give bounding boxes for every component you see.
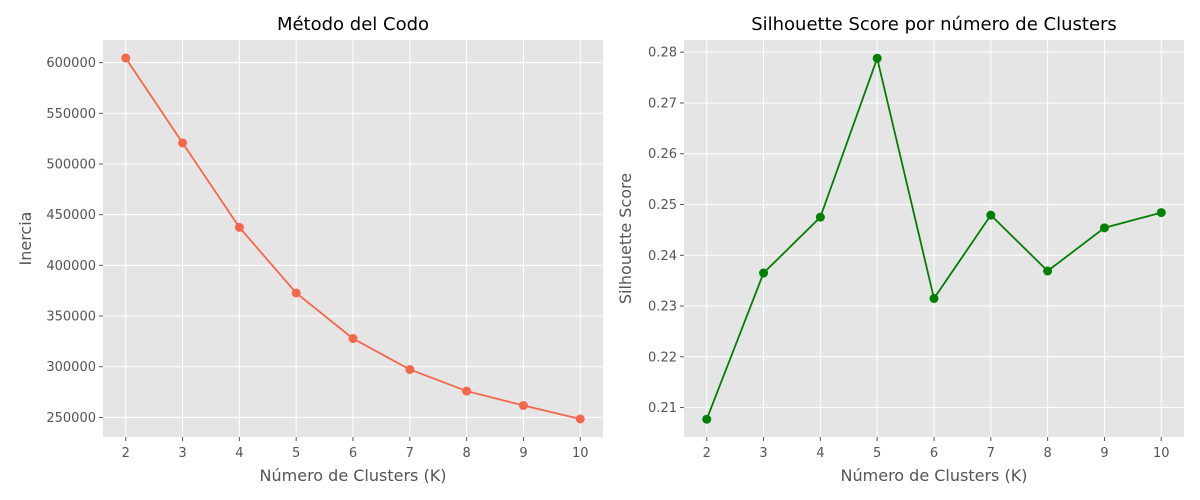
y-tick-label: 0.27	[648, 96, 677, 111]
silhouette-data-point	[759, 268, 769, 278]
silhouette-x-axis-label: Número de Clusters (K)	[841, 466, 1028, 485]
x-tick-label: 3	[759, 446, 767, 461]
x-tick-label: 9	[519, 446, 527, 461]
y-tick-label: 0.22	[648, 350, 677, 365]
elbow-grid	[103, 40, 603, 437]
x-tick-label: 2	[122, 446, 130, 461]
y-tick-label: 250000	[46, 411, 96, 426]
elbow-chart: 2 3 4 5 6 7 8 9 10 250000 300000 350000 400000 45000…	[16, 14, 603, 485]
x-tick-label: 7	[406, 446, 414, 461]
silhouette-data-point	[815, 212, 825, 222]
x-tick-label: 5	[873, 446, 881, 461]
x-tick-label: 3	[178, 446, 186, 461]
silhouette-data-point	[1156, 208, 1166, 218]
elbow-data-point	[518, 400, 528, 410]
y-tick-label: 0.24	[648, 249, 677, 264]
silhouette-data-point	[986, 210, 996, 220]
x-tick-label: 6	[349, 446, 357, 461]
y-tick-label: 600000	[46, 56, 96, 71]
silhouette-grid	[684, 40, 1184, 437]
x-tick-label: 8	[1043, 446, 1051, 461]
y-tick-label: 300000	[46, 360, 96, 375]
y-tick-label: 0.23	[648, 300, 677, 315]
silhouette-data-point	[1043, 266, 1053, 276]
y-tick-label: 350000	[46, 310, 96, 325]
elbow-data-point	[178, 138, 188, 148]
y-tick-label: 450000	[46, 208, 96, 223]
elbow-y-axis-label: Inercia	[16, 212, 35, 266]
x-tick-label: 10	[1153, 446, 1170, 461]
elbow-data-point	[575, 414, 585, 424]
silhouette-data-point	[702, 414, 712, 424]
silhouette-data-point	[929, 293, 939, 303]
x-tick-label: 9	[1100, 446, 1108, 461]
x-tick-label: 4	[235, 446, 243, 461]
silhouette-x-ticks: 2 3 4 5 6 7 8 9 10	[703, 437, 1170, 461]
x-tick-label: 7	[987, 446, 995, 461]
x-tick-label: 5	[292, 446, 300, 461]
x-tick-label: 8	[462, 446, 470, 461]
elbow-data-point	[462, 386, 472, 396]
silhouette-chart-title: Silhouette Score por número de Clusters	[751, 14, 1117, 35]
y-tick-label: 400000	[46, 259, 96, 274]
x-tick-label: 4	[816, 446, 824, 461]
elbow-data-point	[291, 288, 301, 298]
elbow-data-point	[348, 334, 358, 344]
elbow-data-point	[234, 222, 244, 232]
elbow-series	[121, 53, 585, 424]
silhouette-data-point	[1099, 223, 1109, 233]
elbow-x-axis-label: Número de Clusters (K)	[260, 466, 447, 485]
elbow-y-ticks: 250000 300000 350000 400000 450000 500000 5500…	[46, 56, 103, 426]
x-tick-label: 10	[572, 446, 589, 461]
y-tick-label: 0.25	[648, 198, 677, 213]
silhouette-chart: 2 3 4 5 6 7 8 9 10 0.210.220.230.240.250.260.270…	[616, 14, 1184, 485]
elbow-data-point	[405, 364, 415, 374]
elbow-x-ticks: 2 3 4 5 6 7 8 9 10	[122, 437, 589, 461]
y-tick-label: 0.21	[648, 401, 677, 416]
x-tick-label: 2	[703, 446, 711, 461]
y-tick-label: 500000	[46, 157, 96, 172]
y-tick-label: 0.26	[648, 147, 677, 162]
elbow-data-point	[121, 53, 131, 63]
silhouette-y-axis-label: Silhouette Score	[616, 173, 635, 304]
elbow-chart-title: Método del Codo	[277, 14, 429, 35]
silhouette-y-ticks: 0.21 0.22 0.23 0.24 0.25 0.26 0.27 0.28	[648, 46, 684, 416]
y-tick-label: 0.28	[648, 46, 677, 61]
silhouette-data-point	[872, 53, 882, 63]
silhouette-series	[702, 53, 1166, 424]
y-tick-label: 550000	[46, 107, 96, 122]
x-tick-label: 6	[930, 446, 938, 461]
